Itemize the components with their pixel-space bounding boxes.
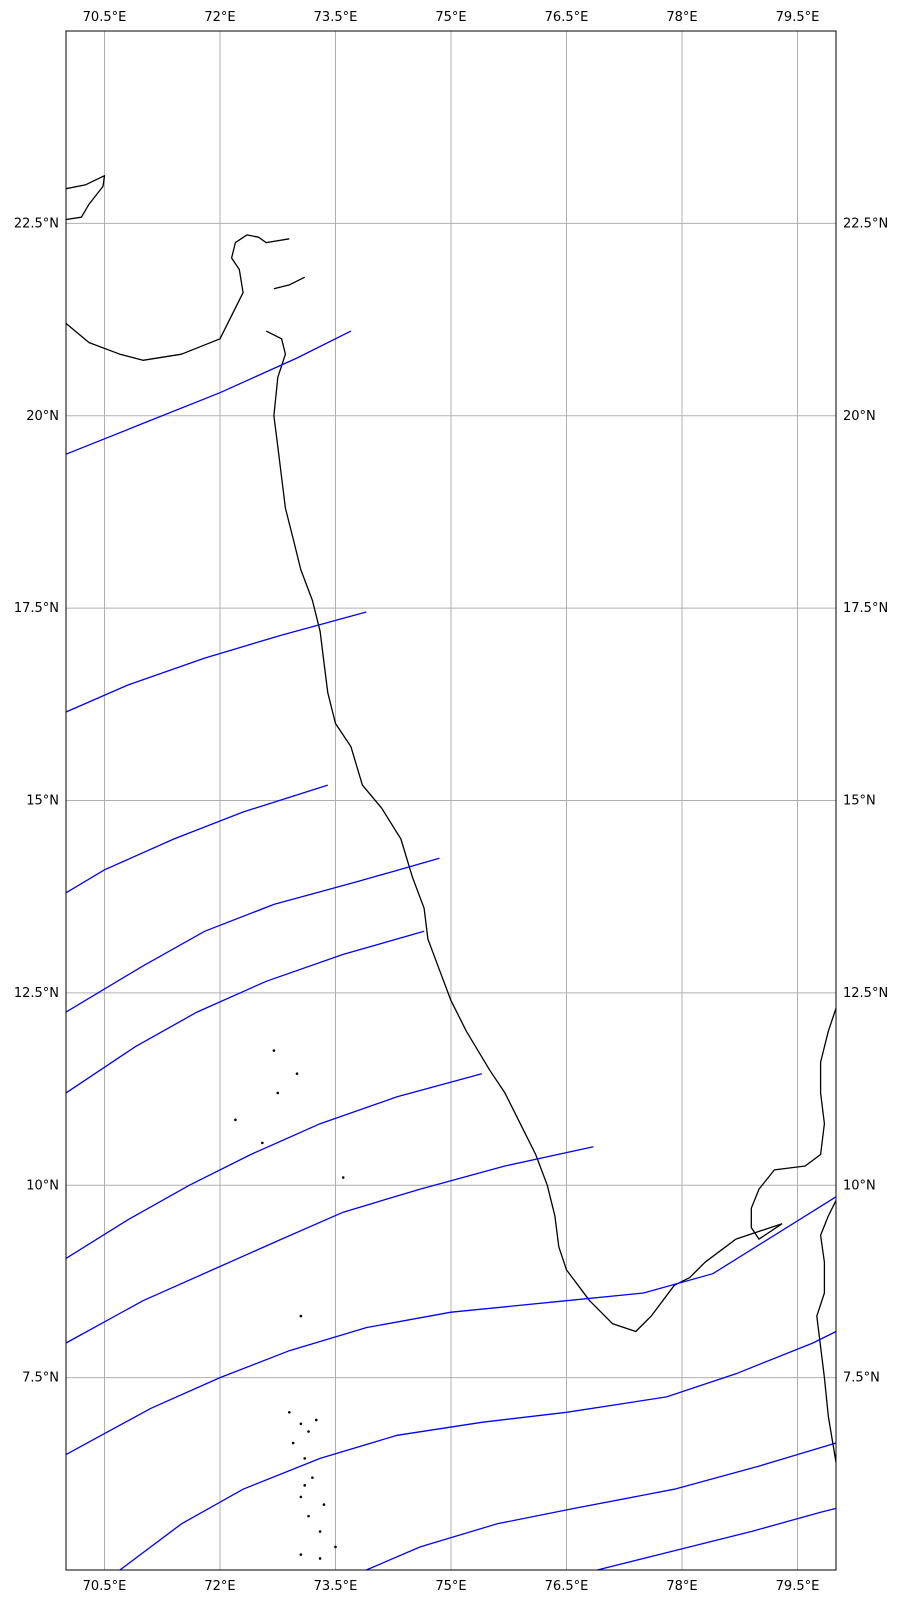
lat-label-right-6: 7.5°N bbox=[843, 1371, 880, 1386]
island-16 bbox=[318, 1530, 322, 1533]
island-3 bbox=[234, 1118, 237, 1122]
latitude-labels-right: 22.5°N 20°N 17.5°N 15°N 12.5°N 10°N 7.5°N bbox=[843, 216, 888, 1385]
lon-label-bottom-0: 70.5°E bbox=[83, 1579, 127, 1594]
island-4 bbox=[261, 1141, 264, 1145]
track-line-2 bbox=[65, 784, 328, 894]
lat-label-right-3: 15°N bbox=[843, 794, 876, 809]
island-9 bbox=[307, 1430, 310, 1433]
lat-label-right-0: 22.5°N bbox=[843, 216, 888, 231]
lon-label-top-6: 79.5°E bbox=[776, 10, 820, 25]
island-15 bbox=[307, 1514, 310, 1518]
island-12 bbox=[303, 1457, 307, 1460]
island-2 bbox=[276, 1091, 280, 1095]
track-line-8 bbox=[119, 1330, 837, 1571]
lat-label-left-2: 17.5°N bbox=[14, 601, 59, 616]
island-13 bbox=[311, 1476, 314, 1479]
track-line-0 bbox=[65, 330, 352, 455]
island-7 bbox=[288, 1410, 291, 1414]
island-21 bbox=[322, 1503, 326, 1506]
lon-label-top-5: 78°E bbox=[666, 10, 697, 25]
lon-label-bottom-3: 75°E bbox=[435, 1579, 466, 1594]
island-20 bbox=[303, 1484, 307, 1487]
track-line-9 bbox=[366, 1442, 837, 1571]
coastline-3 bbox=[265, 330, 783, 1333]
lon-label-top-0: 70.5°E bbox=[83, 10, 127, 25]
lon-label-top-2: 73.5°E bbox=[314, 10, 358, 25]
island-8 bbox=[299, 1422, 303, 1426]
track-line-10 bbox=[597, 1507, 837, 1571]
lat-label-left-4: 12.5°N bbox=[14, 986, 59, 1001]
longitude-labels-top: 70.5°E 72°E 73.5°E 75°E 76.5°E 78°E 79.5°E bbox=[83, 10, 820, 25]
lon-label-top-3: 75°E bbox=[435, 10, 466, 25]
island-10 bbox=[314, 1418, 318, 1422]
lat-label-right-4: 12.5°N bbox=[843, 986, 888, 1001]
track-line-6 bbox=[65, 1146, 594, 1344]
gridlines bbox=[66, 31, 836, 1570]
latitude-labels-left: 22.5°N 20°N 17.5°N 15°N 12.5°N 10°N 7.5°N bbox=[14, 216, 59, 1385]
coastline-4 bbox=[750, 1008, 837, 1240]
lon-label-bottom-1: 72°E bbox=[204, 1579, 235, 1594]
map-frame bbox=[65, 30, 837, 1571]
coastline-1 bbox=[65, 234, 290, 361]
track-line-4 bbox=[65, 930, 425, 1094]
track-line-7 bbox=[65, 1196, 837, 1456]
island-11 bbox=[291, 1441, 295, 1445]
lat-label-left-1: 20°N bbox=[26, 409, 59, 424]
lon-label-bottom-5: 78°E bbox=[666, 1579, 697, 1594]
lat-label-right-2: 17.5°N bbox=[843, 601, 888, 616]
coastline-5 bbox=[816, 1200, 837, 1463]
tracks bbox=[65, 330, 837, 1571]
coastline-0 bbox=[65, 175, 106, 221]
island-0 bbox=[272, 1049, 276, 1052]
island-18 bbox=[299, 1553, 303, 1556]
longitude-labels-bottom: 70.5°E 72°E 73.5°E 75°E 76.5°E 78°E 79.5°E bbox=[83, 1579, 820, 1594]
lat-label-left-6: 7.5°N bbox=[22, 1371, 59, 1386]
lon-label-top-1: 72°E bbox=[204, 10, 235, 25]
lat-label-right-1: 20°N bbox=[843, 409, 876, 424]
coastline-2 bbox=[273, 276, 305, 290]
island-17 bbox=[334, 1545, 337, 1549]
lon-label-bottom-6: 79.5°E bbox=[776, 1579, 820, 1594]
lat-label-left-0: 22.5°N bbox=[14, 216, 59, 231]
lat-label-left-5: 10°N bbox=[26, 1178, 59, 1193]
track-line-5 bbox=[65, 1073, 482, 1259]
lon-label-bottom-2: 73.5°E bbox=[314, 1579, 358, 1594]
lat-label-right-5: 10°N bbox=[843, 1178, 876, 1193]
track-line-3 bbox=[65, 857, 440, 1013]
island-1 bbox=[295, 1072, 299, 1075]
track-line-1 bbox=[65, 611, 367, 713]
lat-label-left-3: 15°N bbox=[26, 794, 59, 809]
lon-label-bottom-4: 76.5°E bbox=[545, 1579, 589, 1594]
island-14 bbox=[299, 1495, 303, 1499]
island-6 bbox=[299, 1314, 303, 1318]
island-19 bbox=[318, 1557, 322, 1560]
islands bbox=[234, 1049, 345, 1560]
lon-label-top-4: 76.5°E bbox=[545, 10, 589, 25]
coastlines bbox=[65, 175, 837, 1463]
island-5 bbox=[341, 1176, 345, 1179]
